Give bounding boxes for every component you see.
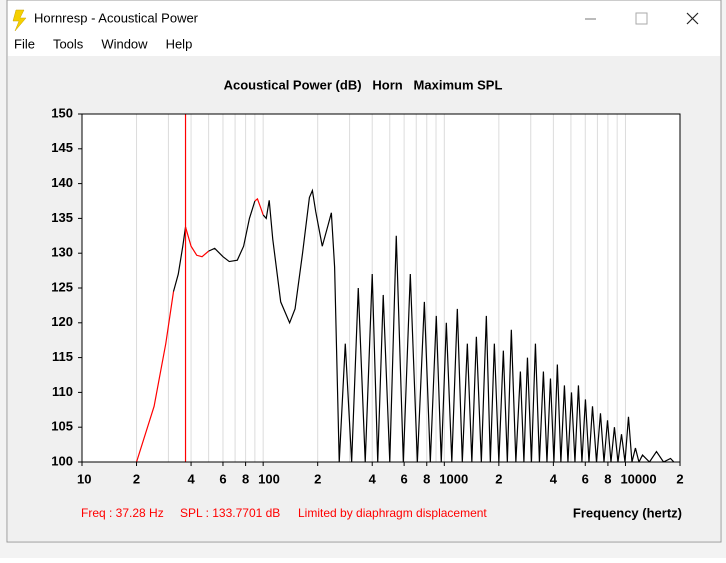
window-title: Hornresp - Acoustical Power	[34, 10, 199, 25]
y-tick-label: 140	[51, 175, 73, 190]
menu-item[interactable]: Window	[101, 36, 148, 51]
plot	[135, 114, 675, 462]
y-tick-label: 100	[51, 453, 73, 468]
y-tick-label: 135	[51, 210, 73, 225]
menu-item[interactable]: Help	[166, 36, 193, 51]
menu-item[interactable]: File	[14, 36, 35, 51]
x-tick-label: 10	[77, 471, 91, 486]
x-tick-label: 8	[423, 471, 430, 486]
app-icon	[12, 9, 27, 32]
x-tick-label: 2	[676, 471, 683, 486]
status-spl: SPL : 133.7701 dB	[180, 506, 280, 520]
y-tick-label: 110	[52, 384, 73, 399]
maximize-button[interactable]	[635, 12, 648, 25]
x-tick-label: 2	[314, 471, 321, 486]
status-note: Limited by diaphragm displacement	[298, 506, 487, 520]
x-tick-label: 10000	[620, 471, 656, 486]
plot-area	[82, 114, 680, 462]
x-tick-label: 6	[219, 471, 226, 486]
x-tick-label: 4	[369, 471, 377, 486]
series-line	[135, 197, 264, 462]
x-tick-label: 4	[550, 471, 558, 486]
close-button[interactable]	[686, 12, 699, 25]
menu-bar: File Tools Window Help	[14, 36, 192, 51]
x-tick-label: 2	[495, 471, 502, 486]
series-line	[172, 188, 675, 462]
x-tick-label: 1000	[439, 471, 468, 486]
x-tick-label: 4	[187, 471, 195, 486]
chart-title: Acoustical Power (dB) Horn Maximum SPL	[224, 77, 503, 92]
x-tick-label: 8	[604, 471, 611, 486]
y-tick-label: 125	[51, 279, 73, 294]
x-tick-label: 8	[242, 471, 249, 486]
x-tick-label: 6	[582, 471, 589, 486]
x-tick-label: 100	[258, 471, 280, 486]
y-tick-label: 115	[52, 349, 73, 364]
y-tick-label: 145	[51, 140, 73, 155]
y-tick-label: 105	[51, 419, 73, 434]
status-freq: Freq : 37.28 Hz	[81, 506, 164, 520]
x-tick-label: 2	[133, 471, 140, 486]
x-tick-label: 6	[401, 471, 408, 486]
y-tick-label: 120	[51, 314, 73, 329]
x-axis-label: Frequency (hertz)	[573, 505, 682, 520]
y-tick-label: 130	[51, 245, 73, 260]
y-tick-label: 150	[51, 105, 73, 120]
menu-item[interactable]: Tools	[53, 36, 84, 51]
